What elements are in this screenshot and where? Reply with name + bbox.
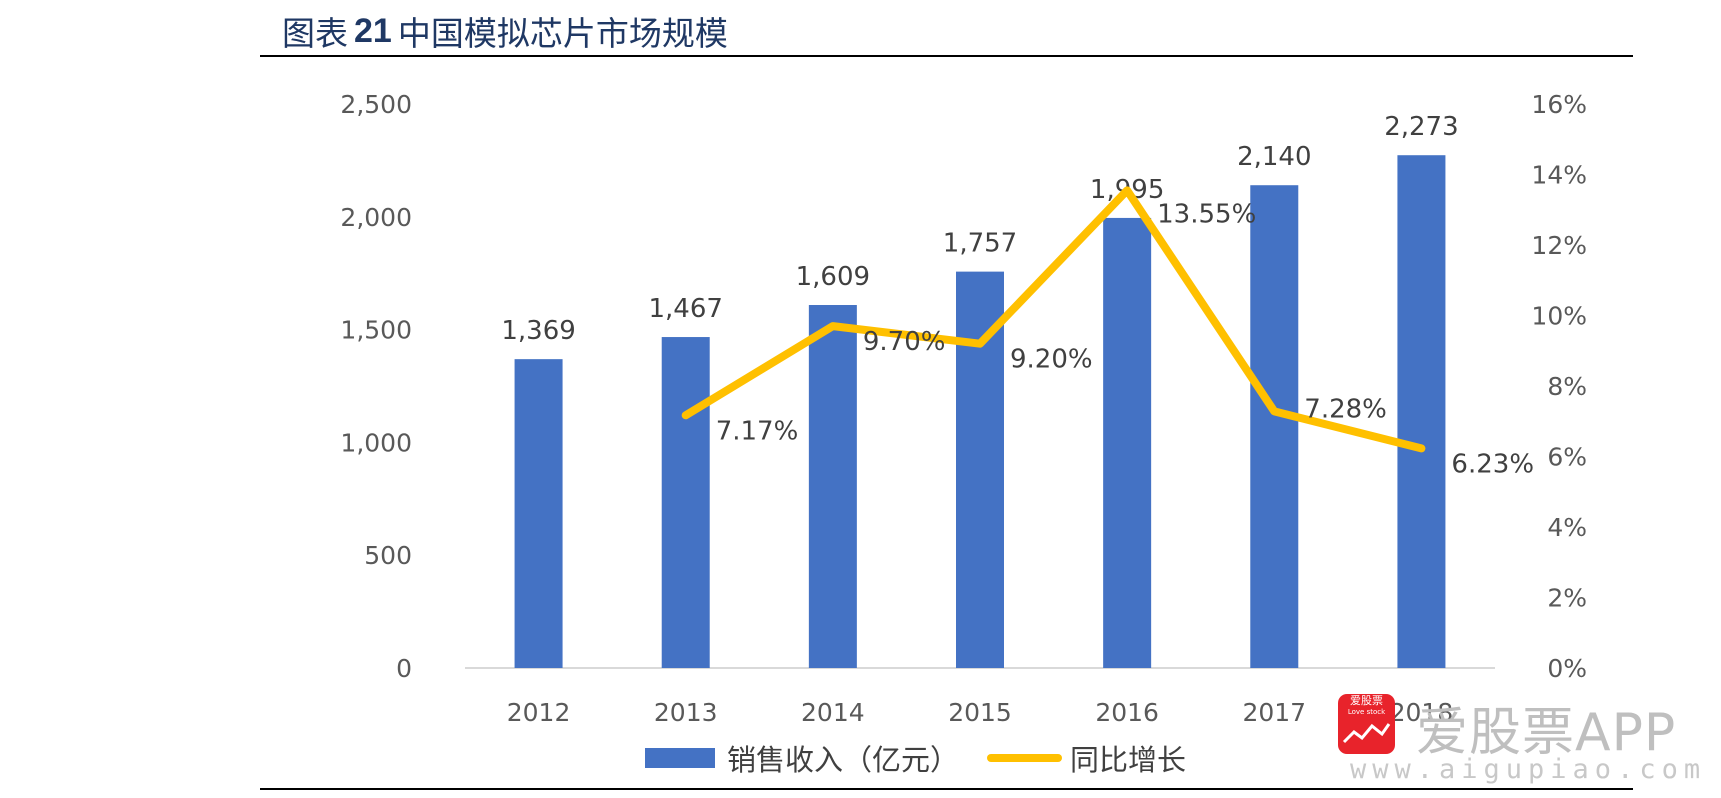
legend-line-swatch — [987, 754, 1063, 762]
category-label: 2016 — [1095, 698, 1159, 727]
left-tick-label: 1,500 — [340, 316, 412, 345]
app-logo-icon: 爱股票 Love stock — [1338, 694, 1395, 754]
legend-line-label: 同比增长 — [1070, 743, 1187, 777]
right-tick-label: 4% — [1547, 513, 1587, 542]
right-tick-label: 12% — [1531, 231, 1587, 260]
legend-bar-label: 销售收入（亿元） — [727, 743, 960, 777]
category-label: 2017 — [1242, 698, 1306, 727]
bar-2017 — [1250, 185, 1299, 668]
watermark-name: 爱股票APP — [1416, 703, 1677, 763]
line-value-labels: 7.17% 9.70% 9.20% 13.55% 7.28% 6.23% — [716, 199, 1534, 479]
left-tick-label: 2,500 — [340, 90, 412, 119]
bar-2012 — [514, 359, 563, 668]
right-tick-label: 10% — [1531, 302, 1587, 331]
right-tick-label: 14% — [1531, 161, 1587, 190]
left-tick-label: 0 — [396, 654, 412, 683]
line-value-label: 13.55% — [1157, 199, 1256, 229]
bar-2018 — [1397, 155, 1446, 669]
left-axis: 0 500 1,000 1,500 2,000 2,500 — [340, 90, 412, 683]
category-label: 2018 — [1390, 698, 1454, 727]
bottom-rule — [260, 788, 1633, 790]
logo-text: 爱股票 — [1350, 694, 1383, 707]
bar-series — [514, 155, 1446, 669]
left-tick-label: 1,000 — [340, 428, 412, 457]
bar-value-label: 1,467 — [648, 294, 722, 324]
bar-value-label: 1,609 — [796, 262, 870, 292]
x-axis-labels: 2012 2013 2014 2015 2016 2017 2018 — [507, 698, 1453, 727]
watermark-url: www.aigupiao.com — [1350, 754, 1707, 785]
bar-value-label: 1,369 — [501, 316, 575, 346]
line-value-label: 7.17% — [716, 416, 799, 446]
bar-value-label: 1,757 — [943, 229, 1017, 259]
right-tick-label: 0% — [1547, 654, 1587, 683]
left-tick-label: 2,000 — [340, 203, 412, 232]
bar-value-label: 2,273 — [1384, 112, 1458, 142]
title-prefix: 图表 — [282, 14, 348, 53]
right-tick-label: 6% — [1547, 443, 1587, 472]
line-value-label: 6.23% — [1451, 449, 1534, 479]
bar-2013 — [661, 337, 710, 668]
logo-subtext: Love stock — [1347, 708, 1386, 716]
title-number: 21 — [354, 11, 392, 50]
right-tick-label: 2% — [1547, 584, 1587, 613]
chart-title-row: 图表 21 中国模拟芯片市场规模 — [282, 8, 728, 54]
bar-2016 — [1103, 217, 1152, 669]
trend-icon — [1342, 723, 1391, 744]
category-label: 2012 — [507, 698, 571, 727]
category-label: 2013 — [654, 698, 718, 727]
chart-title: 中国模拟芯片市场规模 — [397, 14, 728, 53]
left-tick-label: 500 — [364, 541, 412, 570]
growth-line — [681, 186, 1426, 453]
category-label: 2015 — [948, 698, 1012, 727]
right-tick-label: 8% — [1547, 372, 1587, 401]
right-axis: 0% 2% 4% 6% 8% 10% 12% 14% 16% — [1531, 90, 1587, 683]
bar-2014 — [808, 305, 857, 668]
line-value-label: 9.20% — [1010, 345, 1093, 375]
right-tick-label: 16% — [1531, 90, 1587, 119]
line-value-label: 7.28% — [1304, 394, 1387, 424]
bar-value-label: 2,140 — [1237, 142, 1311, 172]
bar-2015 — [956, 271, 1004, 668]
top-rule — [260, 55, 1633, 57]
watermark: 爱股票 Love stock 爱股票APP www.aigupiao.com — [1338, 690, 1718, 795]
legend-bar-swatch — [645, 748, 715, 768]
legend: 销售收入（亿元） 同比增长 — [645, 738, 1186, 778]
category-label: 2014 — [801, 698, 865, 727]
line-value-label: 9.70% — [863, 327, 946, 357]
